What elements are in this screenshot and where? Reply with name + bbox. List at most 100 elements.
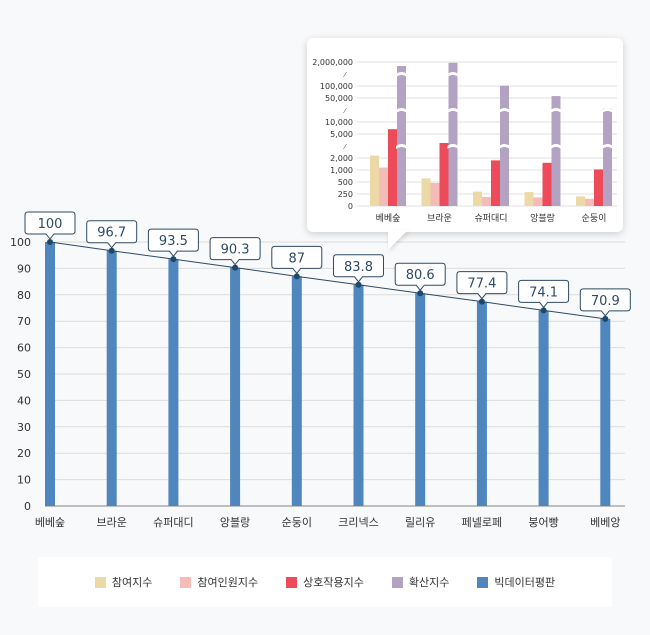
bar <box>538 310 549 506</box>
bar <box>600 318 611 506</box>
x-tick-label: 크리넥스 <box>338 516 378 529</box>
data-point <box>540 307 547 314</box>
bar <box>370 155 379 206</box>
legend-swatch <box>286 576 298 588</box>
y-tick-label: 70 <box>17 315 31 328</box>
break-gap <box>499 144 510 149</box>
data-label: 70.9 <box>591 294 620 309</box>
bar <box>482 196 491 206</box>
y-tick-label: 0 <box>24 500 31 513</box>
data-label-box <box>271 245 323 275</box>
data-label-box <box>518 279 570 309</box>
data-point <box>417 290 424 297</box>
y-tick-label: 100 <box>10 236 31 249</box>
data-label: 87 <box>289 251 306 266</box>
axis-break-mark: ⁄ <box>342 143 347 151</box>
inset-pointer <box>388 230 408 250</box>
x-tick-label: 슈퍼대디 <box>153 516 193 529</box>
break-gap <box>447 144 459 149</box>
legend-item: 상호작용지수 <box>286 574 364 590</box>
bar <box>379 167 388 206</box>
data-point <box>170 256 177 263</box>
x-tick-label: 슈퍼대디 <box>474 213 507 224</box>
data-label: 96.7 <box>97 226 126 241</box>
y-tick-label: 10,000 <box>325 118 353 127</box>
y-tick-label: 50,000 <box>325 94 353 103</box>
trend-line <box>49 241 606 320</box>
y-tick-label: 10 <box>17 474 31 487</box>
legend-label: 상호작용지수 <box>303 576 364 589</box>
x-tick-label: 릴리유 <box>405 516 435 529</box>
x-tick-label: 베베앙 <box>590 516 620 529</box>
data-label-box <box>147 228 199 257</box>
legend-item: 참여지수 <box>94 574 153 590</box>
y-tick-label: 5,000 <box>330 130 353 139</box>
break-gap <box>550 144 562 149</box>
break-gap <box>396 108 407 113</box>
bar <box>388 129 397 206</box>
y-tick-label: 90 <box>17 262 31 275</box>
data-label: 80.6 <box>406 268 435 283</box>
bar <box>439 143 449 206</box>
y-tick-label: 60 <box>17 342 31 355</box>
bar <box>353 284 364 506</box>
data-label-box <box>24 211 76 240</box>
x-tick-label: 베베숲 <box>35 516 65 529</box>
bar <box>585 198 594 206</box>
break-gap <box>602 144 613 149</box>
data-point <box>602 315 609 322</box>
bar <box>448 62 458 206</box>
axis-break-mark: ⁄ <box>342 71 347 79</box>
x-tick-label: 브라운 <box>97 516 127 529</box>
inset-panel: 0 250 500 1,000 2,000 ⁄ 5,000 10,000 ⁄ 50,000 100,… <box>307 38 623 232</box>
legend-item: 빅데이터평판 <box>477 574 555 590</box>
x-tick-label: 앙블랑 <box>530 212 555 224</box>
bar <box>476 301 487 506</box>
data-label-box <box>579 288 631 317</box>
y-tick-label: 2,000 <box>330 154 353 163</box>
data-label-box <box>333 254 384 283</box>
legend-swatch <box>180 576 192 588</box>
break-gap <box>447 108 459 113</box>
bar <box>551 96 561 206</box>
axis-break-mark: ⁄ <box>342 107 347 115</box>
x-tick-label: 페넬로페 <box>462 516 502 529</box>
data-point <box>478 298 485 305</box>
bar <box>45 242 55 506</box>
legend: 참여지수 참여인원지수 상호작용지수 확산지수 빅데이터평판 <box>38 557 612 607</box>
bar <box>603 108 612 206</box>
legend-label: 참여인원지수 <box>197 576 259 589</box>
data-label: 100 <box>38 217 63 232</box>
legend-label: 참여지수 <box>111 576 153 589</box>
data-label-box <box>86 220 138 249</box>
break-gap <box>550 108 562 113</box>
break-gap <box>396 72 407 77</box>
bar <box>415 293 426 506</box>
legend-item: 확산지수 <box>391 574 450 590</box>
y-tick-label: 0 <box>348 202 353 211</box>
y-tick-label: 2,000,000 <box>312 58 353 67</box>
y-tick-label: 250 <box>338 190 353 199</box>
bar <box>421 178 431 206</box>
break-gap <box>396 144 407 149</box>
x-tick-label: 브라운 <box>427 213 452 224</box>
legend-swatch <box>477 576 489 588</box>
y-tick-label: 80 <box>17 289 31 302</box>
y-tick-label: 1,000 <box>330 166 353 175</box>
y-tick-label: 500 <box>338 178 353 187</box>
bar <box>168 259 179 506</box>
y-tick-label: 30 <box>17 421 31 434</box>
bar <box>524 192 534 206</box>
y-tick-label: 50 <box>17 368 31 381</box>
x-tick-label: 순둥이 <box>582 213 607 224</box>
bar <box>594 169 603 206</box>
data-label: 90.3 <box>221 243 250 258</box>
bar <box>230 267 241 506</box>
bar <box>473 191 482 206</box>
x-tick-label: 베베숲 <box>376 213 401 224</box>
x-tick-label: 순둥이 <box>282 516 312 529</box>
legend-label: 확산지수 <box>408 576 450 589</box>
data-label-box <box>456 271 508 300</box>
y-tick-label: 100,000 <box>320 82 353 91</box>
